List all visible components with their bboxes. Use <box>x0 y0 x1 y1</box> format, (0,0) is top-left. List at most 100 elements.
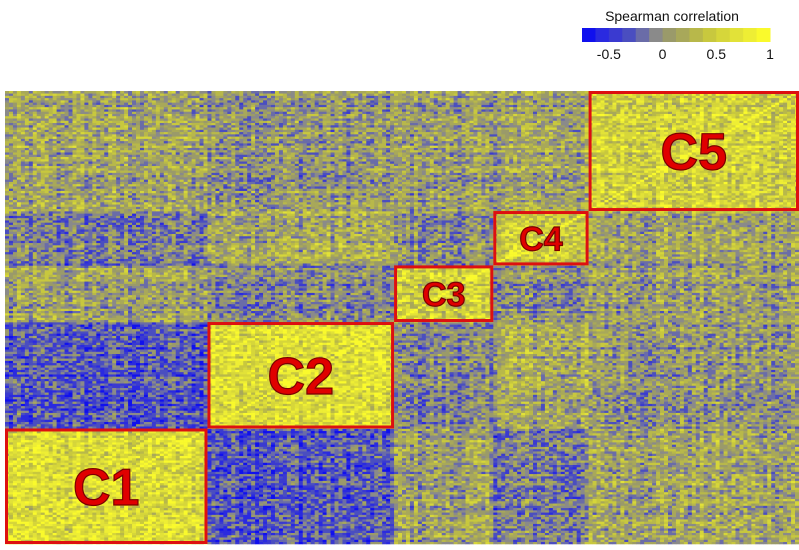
heatmap-cell <box>497 503 501 506</box>
heatmap-cell <box>307 501 311 504</box>
heatmap-cell <box>716 506 720 509</box>
heatmap-cell <box>251 490 255 493</box>
heatmap-cell <box>739 515 743 518</box>
heatmap-cell <box>382 524 386 527</box>
heatmap-cell <box>763 503 767 506</box>
heatmap-cell <box>545 539 549 542</box>
heatmap-cell <box>720 535 724 538</box>
heatmap-cell <box>211 517 215 520</box>
heatmap-cell <box>350 539 354 542</box>
heatmap-cell <box>406 517 410 520</box>
heatmap-cell <box>21 487 25 490</box>
heatmap-cell <box>251 494 255 497</box>
heatmap-cell <box>319 496 323 499</box>
heatmap-cell <box>100 526 104 529</box>
heatmap-cell <box>390 503 394 506</box>
heatmap-cell <box>489 494 493 497</box>
heatmap-cell <box>45 524 49 527</box>
heatmap-cell <box>700 506 704 509</box>
heatmap-cell <box>735 526 739 529</box>
heatmap-cell <box>537 506 541 509</box>
heatmap-cell <box>577 492 581 495</box>
heatmap-cell <box>406 499 410 502</box>
heatmap-cell <box>513 537 517 540</box>
heatmap-cell <box>116 535 120 538</box>
heatmap-cell <box>124 533 128 536</box>
heatmap-cell <box>275 524 279 527</box>
heatmap-cell <box>513 490 517 493</box>
heatmap-cell <box>716 528 720 531</box>
heatmap-cell <box>787 501 791 504</box>
heatmap-cell <box>477 506 481 509</box>
heatmap-cell <box>692 530 696 533</box>
heatmap-cell <box>251 524 255 527</box>
heatmap-cell <box>243 517 247 520</box>
heatmap-cell <box>315 537 319 540</box>
heatmap-cell <box>418 490 422 493</box>
heatmap-cell <box>84 519 88 522</box>
heatmap-cell <box>17 490 21 493</box>
heatmap-cell <box>763 542 767 545</box>
heatmap-cell <box>469 510 473 513</box>
heatmap-cell <box>712 528 716 531</box>
heatmap-cell <box>529 517 533 520</box>
heatmap-cell <box>49 533 53 536</box>
heatmap-cell <box>291 530 295 533</box>
heatmap-cell <box>589 503 593 506</box>
heatmap-cell <box>247 503 251 506</box>
heatmap-cell <box>287 490 291 493</box>
heatmap-cell <box>553 512 557 515</box>
heatmap-cell <box>263 501 267 504</box>
heatmap-cell <box>160 490 164 493</box>
heatmap-cell <box>418 496 422 499</box>
heatmap-cell <box>192 530 196 533</box>
heatmap-cell <box>366 524 370 527</box>
heatmap-cell <box>569 542 573 545</box>
heatmap-cell <box>763 508 767 511</box>
heatmap-cell <box>716 501 720 504</box>
heatmap-cell <box>668 521 672 524</box>
heatmap-cell <box>172 526 176 529</box>
heatmap-cell <box>553 503 557 506</box>
heatmap-cell <box>648 501 652 504</box>
heatmap-cell <box>354 528 358 531</box>
heatmap-cell <box>636 524 640 527</box>
heatmap-cell <box>537 537 541 540</box>
heatmap-cell <box>41 526 45 529</box>
heatmap-cell <box>612 530 616 533</box>
heatmap-cell <box>279 530 283 533</box>
heatmap-cell <box>61 508 65 511</box>
heatmap-cell <box>80 517 84 520</box>
heatmap-cell <box>755 501 759 504</box>
heatmap-cell <box>648 535 652 538</box>
heatmap-cell <box>505 533 509 536</box>
heatmap-cell <box>573 542 577 545</box>
heatmap-cell <box>211 524 215 527</box>
heatmap-cell <box>525 494 529 497</box>
heatmap-cell <box>708 510 712 513</box>
heatmap-cell <box>743 542 747 545</box>
heatmap-cell <box>692 490 696 493</box>
heatmap-cell <box>604 490 608 493</box>
heatmap-cell <box>430 526 434 529</box>
heatmap-cell <box>148 512 152 515</box>
heatmap-cell <box>386 512 390 515</box>
heatmap-cell <box>390 521 394 524</box>
heatmap-cell <box>65 487 69 490</box>
heatmap-cell <box>49 494 53 497</box>
heatmap-cell <box>553 533 557 536</box>
heatmap-cell <box>29 510 33 513</box>
heatmap-cell <box>720 492 724 495</box>
heatmap-cell <box>664 503 668 506</box>
heatmap-cell <box>422 530 426 533</box>
heatmap-cell <box>323 512 327 515</box>
heatmap-cell <box>84 535 88 538</box>
heatmap-cell <box>390 494 394 497</box>
heatmap-cell <box>660 496 664 499</box>
heatmap-cell <box>350 524 354 527</box>
heatmap-cell <box>136 517 140 520</box>
heatmap-cell <box>255 496 259 499</box>
heatmap-cell <box>57 521 61 524</box>
heatmap-cell <box>128 535 132 538</box>
heatmap-cell <box>438 524 442 527</box>
